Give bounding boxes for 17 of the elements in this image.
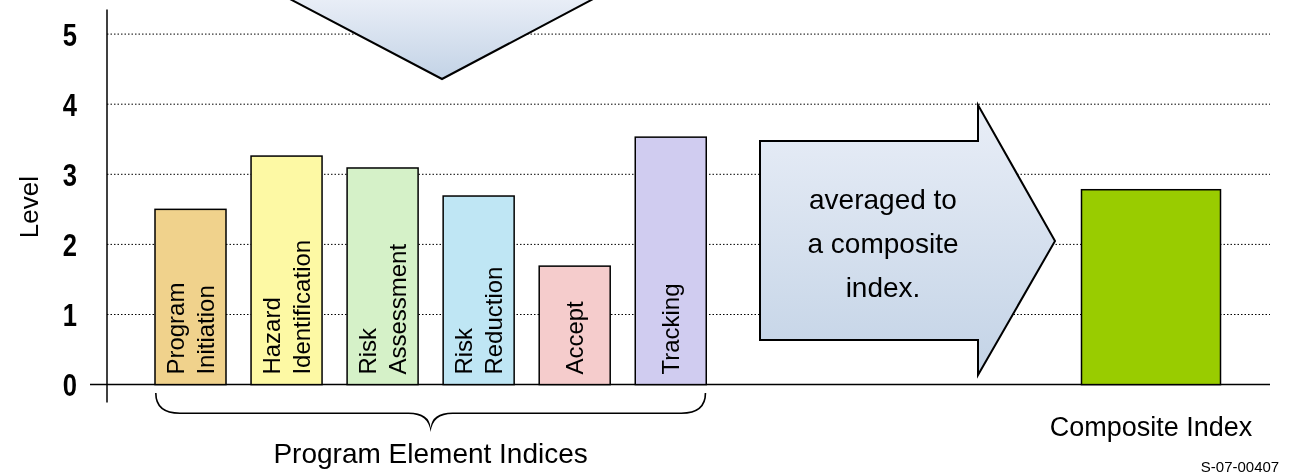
x-tick-label: Composite Index [1049,412,1253,442]
annotation: averaged to a composite index. [807,183,959,303]
text: S-07-00407 [1200,458,1280,474]
y-tick-label: 5 [62,16,78,53]
x-tick-label: Risk Assessment [354,243,411,375]
y-axis-title: Level [14,176,44,239]
y-tick-label: 3 [62,157,78,193]
x-tick-label: Tracking [657,283,685,375]
x-tick-label: Hazard Identification [257,239,315,375]
x-tick-label: Program Initiation [161,282,219,375]
y-tick-label: 4 [62,87,78,123]
y-tick-label: 1 [62,297,78,333]
text: Program Element Indices [273,438,588,469]
x-tick-label: Risk Reduction [450,266,508,375]
y-tick-label: 0 [62,367,78,403]
y-tick-label: 2 [62,227,78,263]
x-tick-label: Accept [561,300,589,375]
